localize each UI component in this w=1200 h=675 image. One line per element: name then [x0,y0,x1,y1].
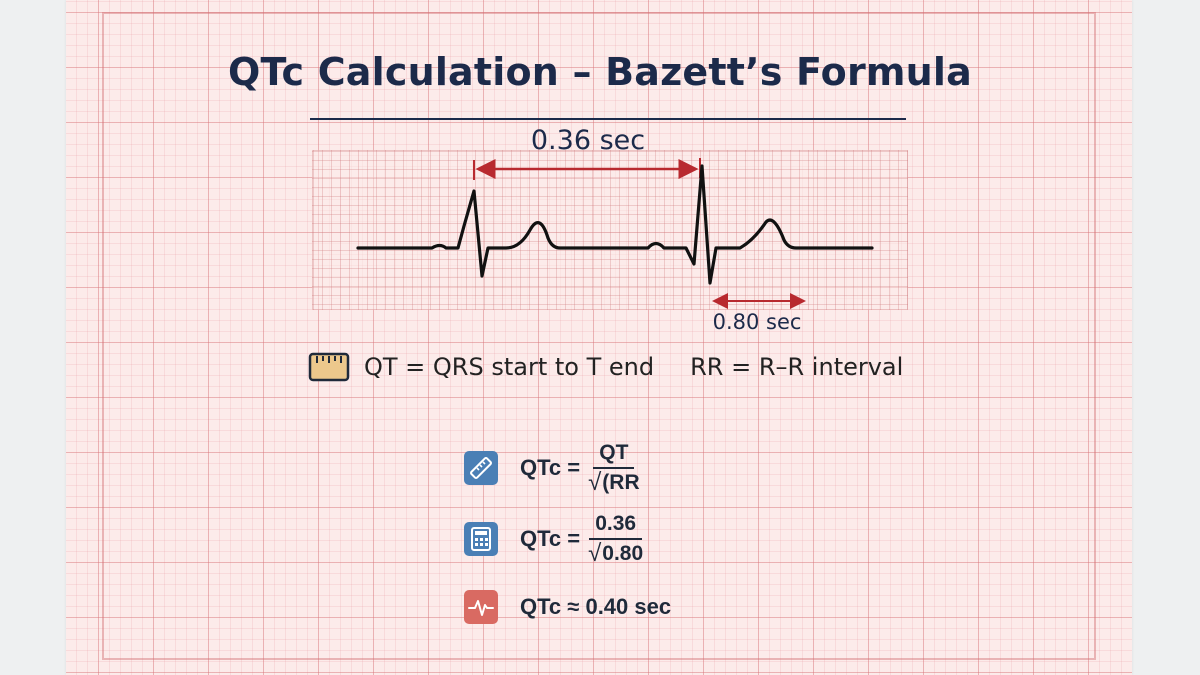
legend: QT = QRS start to T end RR = R–R interva… [308,351,903,383]
grid-border [102,12,1096,660]
numerator: QT [593,442,635,469]
formula-result: QTc ≈ 0.40 sec [464,590,671,624]
calculator-icon [464,522,498,556]
numerator: 0.36 [589,513,643,540]
formula-substituted: QTc = 0.36 √ 0.80 [464,513,644,567]
ecg-paper-background [66,0,1132,675]
qt-interval-label: 0.36 sec [530,125,646,156]
fraction: QT √ (RR [588,442,640,496]
rr-interval-label: 0.80 sec [712,310,802,334]
legend-rr-definition: RR = R–R interval [690,353,904,381]
denominator: √ 0.80 [588,540,644,567]
denominator: √ (RR [588,469,640,496]
fraction: 0.36 √ 0.80 [588,513,644,567]
page-title: QTc Calculation – Bazett’s Formula [227,50,973,94]
legend-qt-definition: QT = QRS start to T end [364,353,655,381]
formula-lhs: QTc = [520,455,581,480]
ruler-icon [464,451,498,485]
ecg-trace [356,164,874,285]
ruler-icon [308,352,350,382]
sqrt-symbol: √ [588,540,602,567]
qtc-result: QTc ≈ 0.40 sec [520,594,672,619]
title-divider [310,118,906,120]
formula-lhs: QTc = [520,526,581,551]
sqrt-symbol: √ [588,469,602,496]
formula-general: QTc = QT √ (RR [464,442,640,496]
ecg-pulse-icon [464,590,498,624]
